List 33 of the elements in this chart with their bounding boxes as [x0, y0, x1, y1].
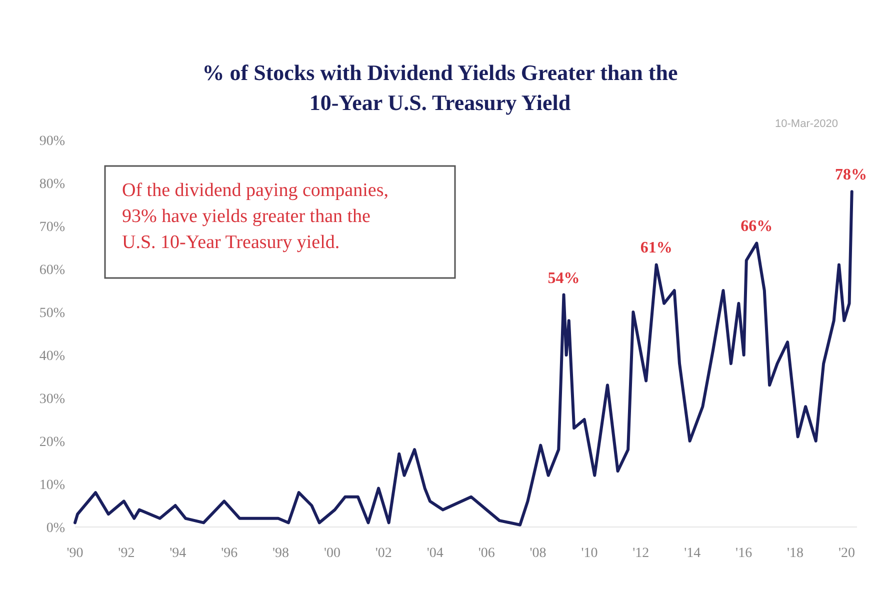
y-tick-label: 50%	[39, 306, 66, 321]
x-tick-label: '20	[838, 546, 855, 561]
y-tick-label: 10%	[39, 478, 66, 493]
x-tick-label: '18	[787, 546, 804, 561]
x-tick-label: '90	[66, 546, 84, 561]
y-tick-label: 20%	[39, 434, 66, 450]
x-tick-label: '92	[118, 546, 135, 561]
x-tick-label: '94	[170, 546, 186, 561]
y-tick-label: 0%	[46, 520, 66, 536]
x-tick-label: '14	[684, 546, 701, 561]
x-tick-label: '04	[426, 546, 444, 561]
x-tick-label: '16	[736, 546, 752, 561]
x-tick-label: '02	[375, 546, 392, 561]
x-tick-label: '08	[530, 546, 546, 561]
chart-title: % of Stocks with Dividend Yields Greater than the 10-Year U.S. Treasury Yield	[202, 60, 678, 115]
y-tick-label: 30%	[39, 392, 66, 407]
x-tick-label: '06	[478, 546, 495, 561]
annotation: 66%	[740, 218, 773, 236]
x-tick-label: '00	[324, 546, 340, 561]
y-tick-label: 60%	[39, 262, 66, 278]
y-tick-label: 90%	[39, 134, 66, 149]
y-tick-label: 70%	[39, 220, 66, 235]
annotation: 61%	[640, 240, 672, 257]
x-tick-label: '98	[272, 546, 290, 561]
x-tick-label: '96	[221, 546, 238, 561]
x-tick-label: '10	[581, 546, 598, 561]
y-tick-label: 40%	[39, 348, 66, 364]
annotation: 54%	[548, 270, 580, 287]
x-tick-label: '12	[632, 546, 650, 561]
annotation: Of the dividend paying companies, 93% have yields greater than the U.S. 10-Year Treasury yield.	[122, 180, 388, 253]
y-tick-label: 80%	[39, 176, 66, 192]
text: 10-Mar-2020	[775, 118, 838, 130]
annotation: 78%	[835, 166, 867, 184]
